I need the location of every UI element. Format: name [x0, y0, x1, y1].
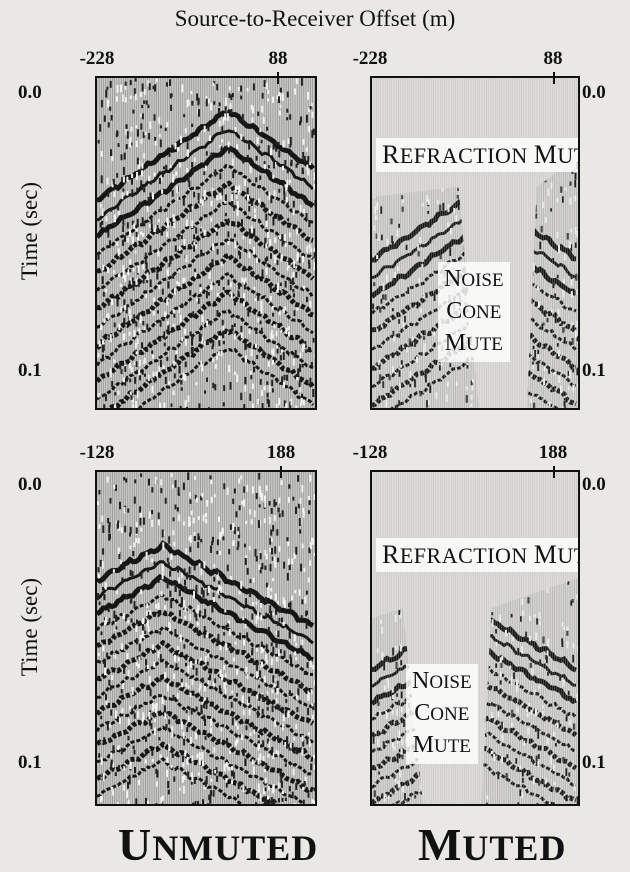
- offset-label-row2-right-b: 188: [538, 442, 568, 463]
- offset-label-row2-left-b: 188: [266, 442, 296, 463]
- offset-label-row2-right-a: -128: [352, 442, 388, 463]
- tick-mark: [553, 466, 555, 478]
- refraction-mute-label-top: REFRACTION MUTE: [376, 138, 578, 172]
- seismic-panel-muted-bottom: REFRACTION MUTE NOISE CONE MUTE: [370, 470, 580, 806]
- time-top-row1-right: 0.0: [582, 82, 606, 103]
- offset-label-row2-left-a: -128: [79, 442, 115, 463]
- noise-word: NOISE: [412, 668, 472, 694]
- figure-title: Source-to-Receiver Offset (m): [174, 6, 456, 31]
- y-axis-label-row1: Time (sec): [17, 181, 42, 281]
- cone-word: CONE: [414, 700, 470, 726]
- tick-mark: [280, 466, 282, 478]
- cone-word: CONE: [446, 298, 502, 324]
- refraction-mute-label-bottom: REFRACTION MUTE: [376, 538, 578, 572]
- time-bottom-row1-right: 0.1: [582, 360, 606, 381]
- seismogram-unmuted-bottom: [97, 472, 315, 804]
- mute-word: MUTE: [412, 732, 471, 758]
- offset-label-row1-right-a: -228: [352, 48, 388, 69]
- seismic-panel-unmuted-top: [95, 76, 317, 410]
- offset-label-row1-left-b: 88: [268, 48, 288, 69]
- y-axis-label-row2: Time (sec): [17, 577, 42, 677]
- offset-label-row1-left-a: -228: [79, 48, 115, 69]
- time-bottom-row1-left: 0.1: [18, 360, 42, 381]
- noise-cone-mute-label-top: NOISE CONE MUTE: [438, 262, 510, 362]
- mute-word: MUTE: [444, 330, 503, 356]
- seismic-panel-unmuted-bottom: [95, 470, 317, 806]
- seismogram-unmuted-top: [97, 78, 315, 408]
- noise-cone-mute-label-bottom: NOISE CONE MUTE: [406, 664, 478, 764]
- time-bottom-row2-left: 0.1: [18, 752, 42, 773]
- seismic-panel-muted-top: REFRACTION MUTE NOISE CONE MUTE: [370, 76, 580, 410]
- offset-label-row1-right-b: 88: [543, 48, 563, 69]
- time-bottom-row2-right: 0.1: [582, 752, 606, 773]
- column-label-muted: MUTED: [418, 819, 567, 870]
- tick-mark: [277, 72, 279, 84]
- column-label-unmuted: UNMUTED: [118, 819, 319, 870]
- tick-mark: [553, 72, 555, 84]
- noise-word: NOISE: [444, 266, 504, 292]
- time-top-row2-left: 0.0: [18, 474, 42, 495]
- time-top-row1-left: 0.0: [18, 82, 42, 103]
- time-top-row2-right: 0.0: [582, 474, 606, 495]
